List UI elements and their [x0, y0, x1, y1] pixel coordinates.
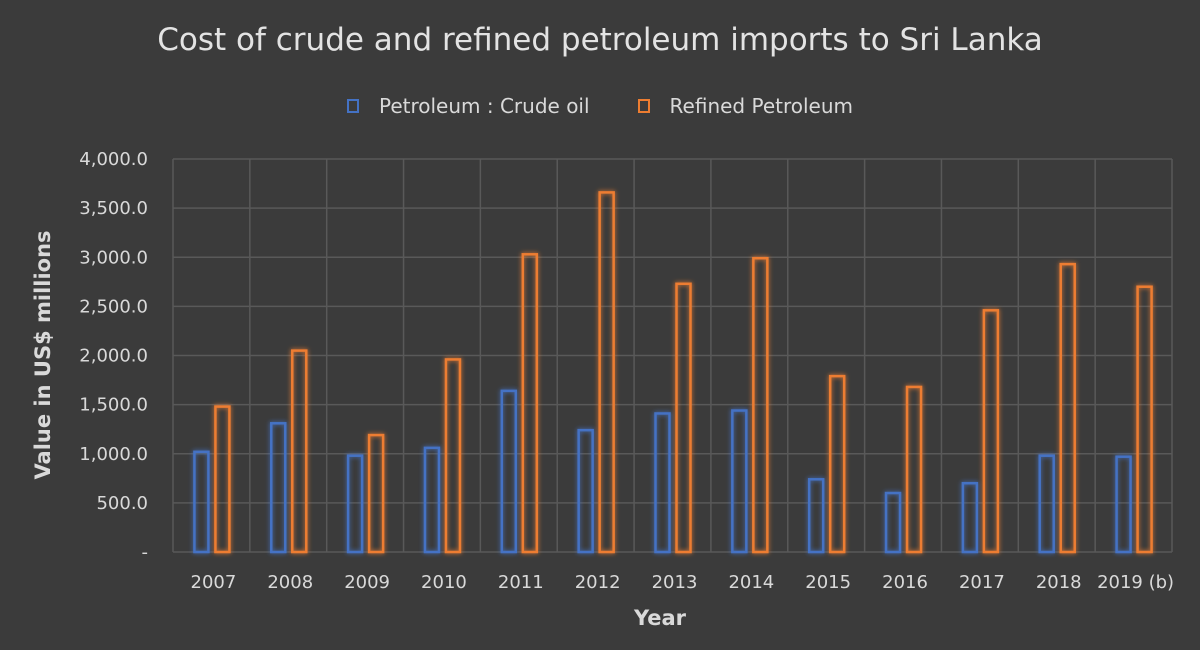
grid-lines [172, 158, 1173, 553]
bar-crude-oil [500, 389, 518, 554]
bar-crude-oil [654, 412, 671, 554]
bar-crude-oil [1115, 455, 1132, 554]
x-tick-label: 2009 [344, 572, 390, 593]
y-tick-label: 3,500.0 [79, 198, 148, 219]
x-axis-title: Year [633, 606, 687, 630]
bar-refined-petroleum [675, 282, 692, 554]
bar-refined-petroleum [367, 433, 385, 554]
x-tick-label: 2010 [421, 572, 467, 593]
y-tick-label: 3,000.0 [79, 247, 148, 268]
y-tick-label: 1,000.0 [79, 444, 148, 465]
x-axis-ticks: 2007 2008 2009 2010 2011 2012 2013 2014 2015 2016… [191, 572, 1175, 593]
legend-item-crude-oil: Petroleum : Crude oil [346, 94, 590, 118]
bar-refined-petroleum [444, 358, 462, 554]
y-tick-label: 2,000.0 [79, 346, 148, 367]
legend-label-refined-petroleum: Refined Petroleum [669, 94, 854, 118]
bar-crude-oil [423, 446, 441, 554]
bar-crude-oil [270, 422, 287, 554]
legend-label-crude-oil: Petroleum : Crude oil [378, 94, 590, 118]
bar-refined-petroleum [1059, 262, 1076, 554]
y-tick-label: 4,000.0 [79, 149, 148, 170]
bar-refined-petroleum [752, 256, 769, 554]
bar-crude-oil [884, 491, 902, 554]
chart-title: Cost of crude and refined petroleum impo… [157, 22, 1043, 58]
x-tick-label: 2016 [882, 572, 928, 593]
bar-refined-petroleum [291, 349, 308, 554]
x-tick-label: 2007 [191, 572, 237, 593]
x-tick-label: 2008 [267, 572, 313, 593]
bar-refined-petroleum [214, 405, 231, 554]
x-tick-label: 2019 (b) [1097, 572, 1174, 593]
y-tick-label: 500.0 [96, 493, 148, 514]
bar-refined-petroleum [982, 309, 1000, 554]
bar-crude-oil [346, 454, 364, 554]
bar-refined-petroleum [521, 253, 539, 554]
bar-crude-oil [1038, 454, 1055, 554]
bar-refined-petroleum [1136, 285, 1153, 554]
y-tick-label: 2,500.0 [79, 296, 148, 317]
legend-swatch-crude-oil [346, 99, 359, 113]
bar-refined-petroleum [598, 191, 615, 554]
bar-crude-oil [807, 478, 825, 554]
y-axis-title: Value in US$ millions [31, 230, 55, 479]
legend: Petroleum : Crude oil Refined Petroleum [0, 94, 1200, 118]
bar-crude-oil [961, 481, 979, 554]
bar-crude-oil [731, 409, 748, 554]
x-tick-label: 2015 [805, 572, 851, 593]
legend-item-refined-petroleum: Refined Petroleum [637, 94, 854, 118]
legend-swatch-refined-petroleum [637, 99, 650, 113]
bar-crude-oil [193, 450, 210, 554]
bar-refined-petroleum [828, 374, 846, 554]
y-tick-label: 1,500.0 [79, 395, 148, 416]
bar-crude-oil [577, 428, 594, 554]
x-tick-label: 2013 [652, 572, 698, 593]
x-tick-label: 2012 [575, 572, 621, 593]
y-tick-label: - [142, 542, 149, 563]
bars [193, 191, 1153, 554]
x-tick-label: 2014 [728, 572, 774, 593]
x-tick-label: 2017 [959, 572, 1005, 593]
y-axis-ticks: - 500.0 1,000.0 1,500.0 2,000.0 2,500.0 3,000.… [79, 149, 148, 563]
bar-refined-petroleum [905, 385, 923, 554]
x-tick-label: 2011 [498, 572, 544, 593]
x-tick-label: 2018 [1036, 572, 1082, 593]
